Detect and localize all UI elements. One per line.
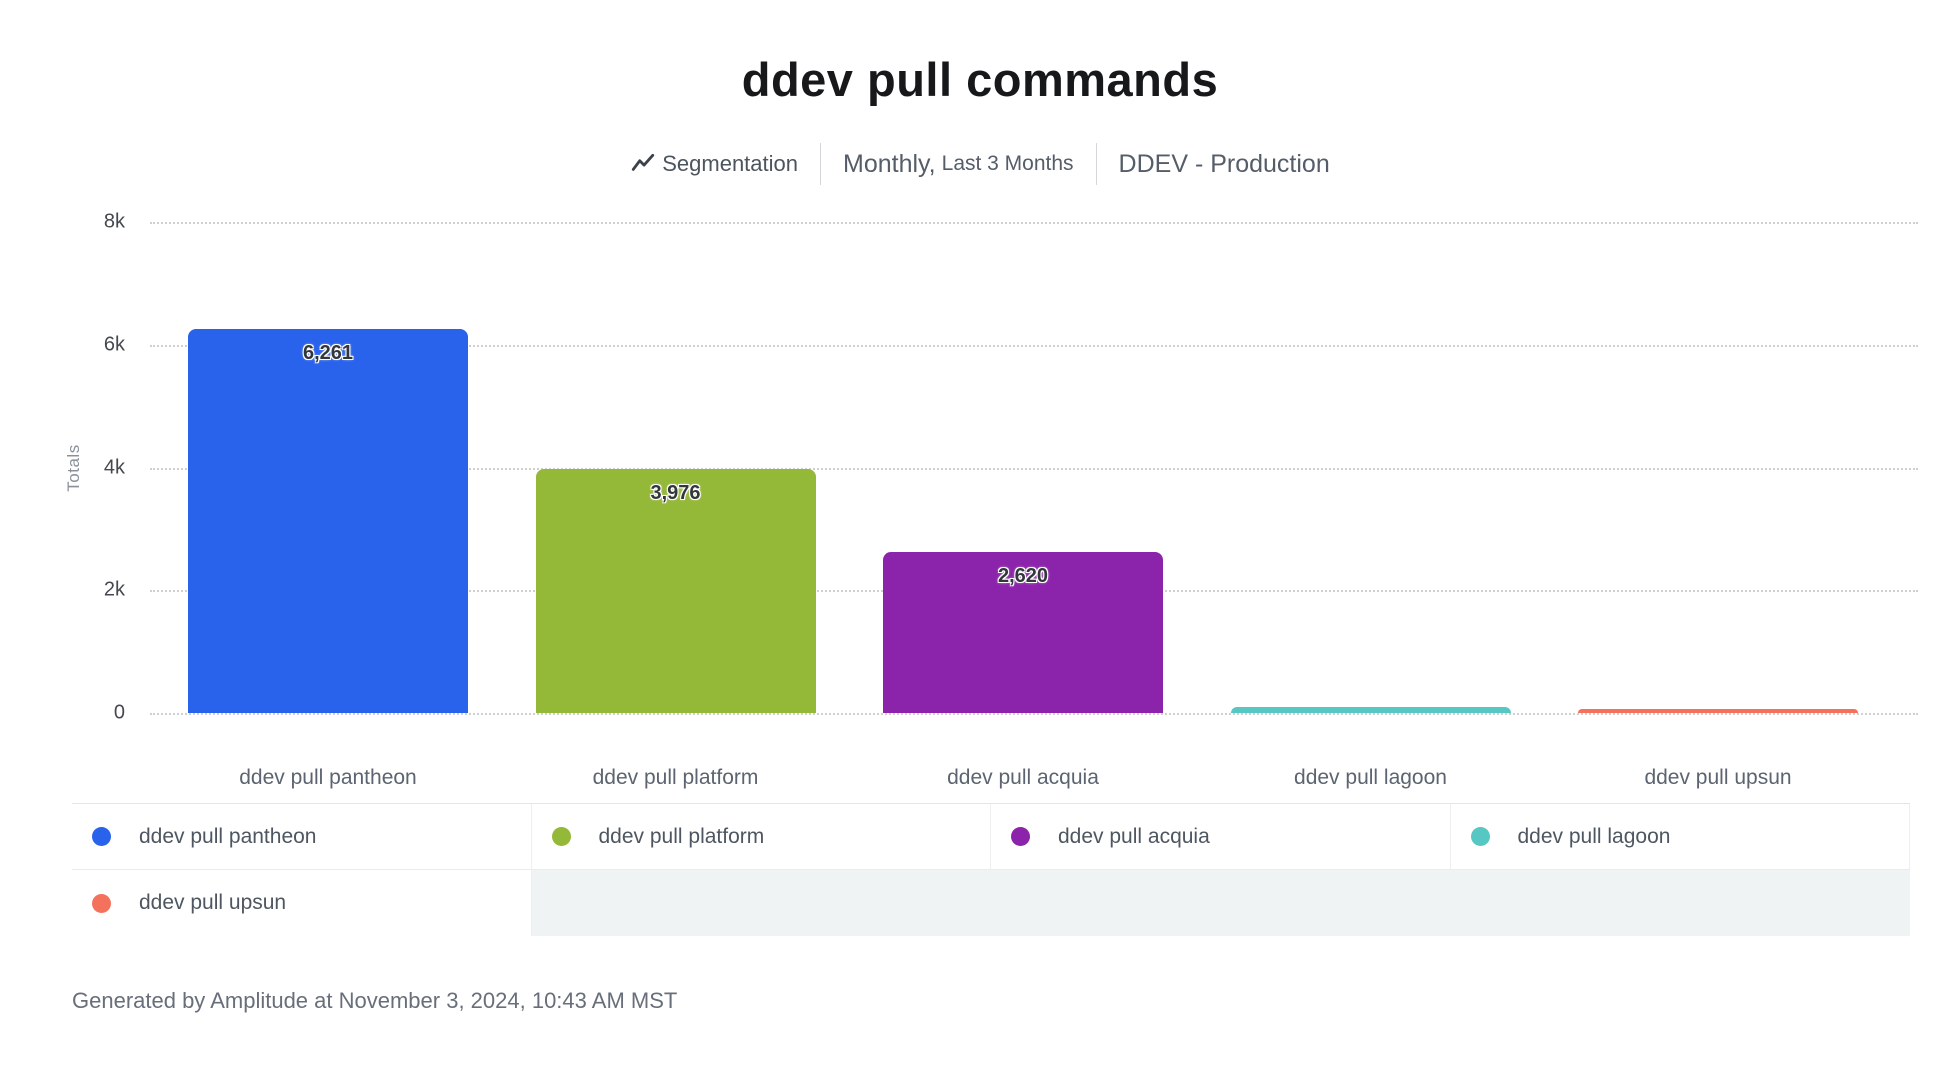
bar[interactable] xyxy=(188,328,468,713)
legend-empty-cell xyxy=(1450,870,1910,936)
bar-value-label: 2,620 xyxy=(997,565,1049,588)
date-range: Monthly, Last 3 Months xyxy=(843,150,1074,179)
legend-item[interactable]: ddev pull upsun xyxy=(72,870,532,936)
legend-color-dot xyxy=(551,827,571,846)
legend-item-label: ddev pull acquia xyxy=(1058,824,1210,848)
page-title: ddev pull commands xyxy=(741,53,1219,106)
bar-value-label: 3,976 xyxy=(650,481,701,504)
legend-color-dot xyxy=(1011,827,1030,846)
bar[interactable] xyxy=(1230,706,1511,713)
gridline xyxy=(150,713,1918,715)
report-meta-row: Segmentation Monthly, Last 3 Months DDEV… xyxy=(0,140,1960,188)
segmentation-chart-icon xyxy=(630,151,656,177)
legend-color-dot xyxy=(92,827,111,846)
x-axis-category-label: ddev pull pantheon xyxy=(239,766,417,789)
bar[interactable] xyxy=(1578,708,1858,713)
legend-item[interactable]: ddev pull acquia xyxy=(991,804,1451,870)
y-axis-tick: 0 xyxy=(113,701,125,724)
gridline xyxy=(150,222,1918,224)
legend-item[interactable]: ddev pull platform xyxy=(531,804,991,870)
legend-color-dot xyxy=(1470,827,1490,846)
legend-item[interactable]: ddev pull pantheon xyxy=(72,804,532,870)
y-axis-tick: 4k xyxy=(103,456,125,478)
segmentation-label: Segmentation xyxy=(662,151,798,176)
bar[interactable] xyxy=(535,468,816,713)
x-axis-category-label: ddev pull acquia xyxy=(947,766,1099,789)
x-axis-category-label: ddev pull upsun xyxy=(1644,766,1792,789)
segmentation-item: Segmentation xyxy=(630,151,798,177)
y-axis-tick: 6k xyxy=(103,333,125,356)
legend-item-label: ddev pull pantheon xyxy=(139,824,317,848)
date-range-interval: Monthly, xyxy=(843,149,936,178)
generated-footer: Generated by Amplitude at November 3, 20… xyxy=(72,988,678,1013)
legend-item-label: ddev pull lagoon xyxy=(1517,824,1671,848)
legend-empty-cell xyxy=(991,870,1451,936)
project-name: DDEV - Production xyxy=(1118,149,1330,178)
legend-item[interactable]: ddev pull lagoon xyxy=(1450,804,1910,870)
bar[interactable] xyxy=(883,552,1163,713)
bar-value-label: 6,261 xyxy=(302,341,354,364)
x-axis-category-label: ddev pull platform xyxy=(592,766,759,789)
legend-item-label: ddev pull upsun xyxy=(139,891,287,914)
gridline xyxy=(150,467,1918,470)
meta-divider xyxy=(820,143,821,185)
y-axis-tick: 2k xyxy=(103,578,125,601)
meta-divider xyxy=(1095,143,1097,185)
gridline xyxy=(150,344,1918,347)
legend-empty-cell xyxy=(531,870,991,936)
legend-color-dot xyxy=(92,893,111,913)
date-range-window: Last 3 Months xyxy=(941,152,1074,175)
y-axis-tick: 8k xyxy=(103,210,125,233)
chart-legend: ddev pull pantheon ddev pull platform ddev… xyxy=(72,803,1910,936)
x-axis-category-label: ddev pull lagoon xyxy=(1294,766,1447,789)
legend-item-label: ddev pull platform xyxy=(598,824,765,848)
